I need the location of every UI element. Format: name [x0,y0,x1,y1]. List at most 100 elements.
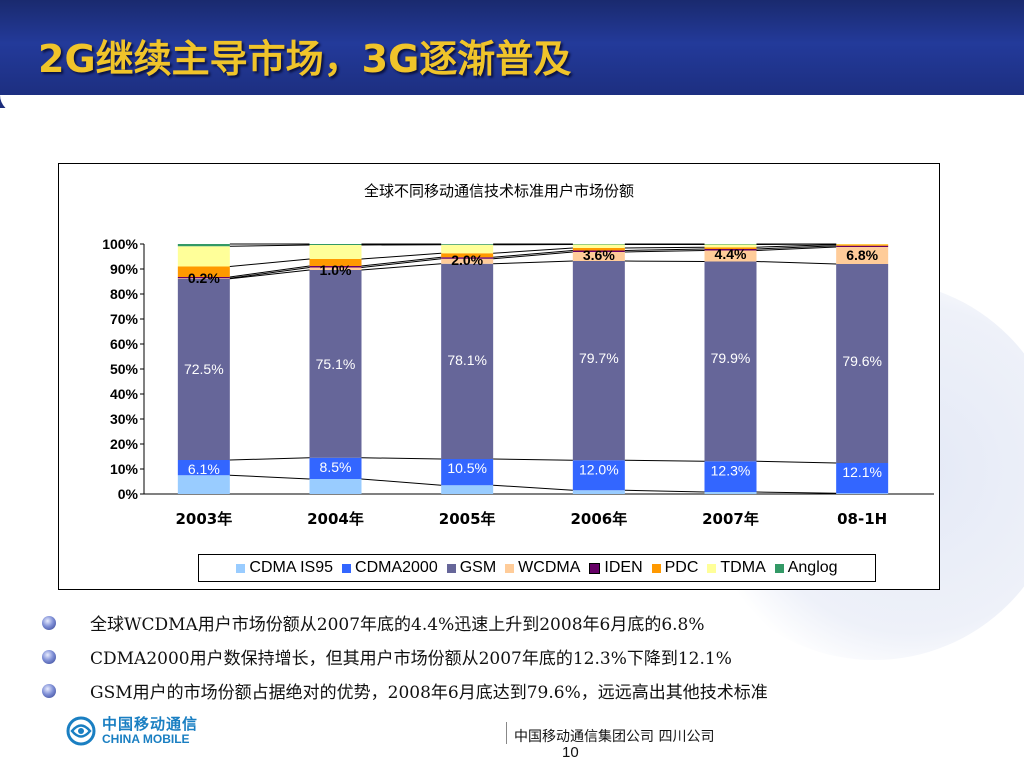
bar-segment [572,460,625,491]
data-label: 12.1% [842,464,882,480]
legend-swatch [707,563,717,573]
bar-segment [836,463,889,494]
logo-text-en: CHINA MOBILE [102,731,190,746]
bullet-item: CDMA2000用户数保持增长，但其用户市场份额从2007年底的12.3%下降到… [42,640,1002,674]
y-tick-label: 60% [110,336,139,352]
x-tick-label: 2004年 [307,510,364,528]
data-label: 4.4% [715,246,747,262]
bar-segment [441,459,494,486]
legend-label: CDMA2000 [355,559,438,576]
series-line [361,263,442,271]
bar-segment [704,461,757,492]
series-line [493,458,573,461]
series-line [624,459,705,462]
bullet-item: GSM用户的市场份额占据绝对的优势，2008年6月底达到79.6%，远远高出其他… [42,674,1002,708]
bar-segment [704,249,757,251]
bar-segment [704,492,757,494]
chart-title: 全球不同移动通信技术标准用户市场份额 [364,182,634,200]
series-line [756,491,837,494]
bar-segment [704,244,757,248]
legend-swatch [651,563,661,573]
bar-segment [704,244,757,245]
y-tick-label: 0% [118,486,139,502]
series-line [756,246,837,251]
series-line [756,245,837,250]
series-line [229,258,310,267]
x-tick-label: 2005年 [439,510,496,528]
x-tick-label: 2003年 [175,510,232,528]
bar-segment [836,244,889,246]
series-line [229,244,310,247]
series-line [756,244,837,248]
bar-segment [177,460,230,476]
data-label: 3.6% [583,247,615,263]
bullet-text: 全球WCDMA用户市场份额从2007年底的4.4%迅速上升到2008年6月底的6… [90,615,705,635]
bar-segment [177,246,230,267]
bullet-icon [42,650,56,664]
bar-segment [704,250,757,262]
bar-segment [836,493,889,494]
legend-label: WCDMA [518,559,581,576]
series-line [229,267,310,279]
legend-item: PDC [651,559,699,577]
legend-item: GSM [446,559,497,577]
series-line [229,474,310,480]
legend-label: CDMA IS95 [249,559,334,576]
legend-swatch [505,563,515,573]
bar-segment [309,267,362,270]
page-number: 10 [562,744,579,761]
series-line [361,256,442,267]
y-tick-label: 50% [110,361,139,377]
bar-segment [309,479,362,494]
bullet-item: 全球WCDMA用户市场份额从2007年底的4.4%迅速上升到2008年6月底的6… [42,606,1002,640]
china-mobile-logo-icon [66,716,96,746]
bar-segment [572,250,625,252]
legend-item: CDMA IS95 [236,559,333,577]
x-tick-label: 2007年 [702,510,759,528]
data-label: 8.5% [320,459,352,475]
bar-segment [836,245,889,247]
bar-segment [441,258,494,264]
bar-segment [309,259,362,266]
legend-item: TDMA [707,559,766,577]
series-line [493,247,573,254]
bar-segment [572,261,625,461]
data-label: 12.3% [711,462,751,478]
y-tick-label: 40% [110,386,139,402]
china-mobile-logo: 中国移动通信 CHINA MOBILE [66,716,198,746]
legend-label: GSM [459,559,497,576]
series-line [493,484,573,491]
bar-segment [836,264,889,463]
stacked-bar-chart: 全球不同移动通信技术标准用户市场份额 0% 10% 20% 30% 40% 50% 60% 70… [102,182,934,528]
legend-label: TDMA [720,559,766,576]
series-line [361,252,442,260]
bar-segment [309,245,362,259]
bar-segment [309,270,362,458]
data-label: 1.0% [320,262,352,278]
data-label: 79.9% [711,350,751,366]
y-tick-label: 20% [110,436,139,452]
bar-segment [177,244,230,247]
bar-segment [836,244,889,245]
data-label: 79.7% [579,350,619,366]
data-label: 12.0% [579,461,619,477]
slide-title: 2G继续主导市场，3G逐渐普及 [38,37,572,81]
series-line [229,269,310,280]
bar-segment [572,490,625,494]
data-label: 10.5% [447,460,487,476]
series-line [361,258,442,268]
bullet-list: 全球WCDMA用户市场份额从2007年底的4.4%迅速上升到2008年6月底的6… [42,606,1002,708]
bar-segment [441,244,494,245]
legend-swatch [342,563,352,573]
bar-segment [177,278,230,460]
legend-label: PDC [664,559,699,576]
legend-label: IDEN [604,559,643,576]
bar-segment [704,261,757,462]
bar-segment [441,257,494,259]
series-line [361,478,442,486]
bullet-text: GSM用户的市场份额占据绝对的优势，2008年6月底达到79.6%，远远高出其他… [90,683,768,703]
legend-item: CDMA2000 [342,559,438,577]
series-line [493,251,573,260]
series-line [624,250,705,253]
y-tick-label: 30% [110,411,139,427]
